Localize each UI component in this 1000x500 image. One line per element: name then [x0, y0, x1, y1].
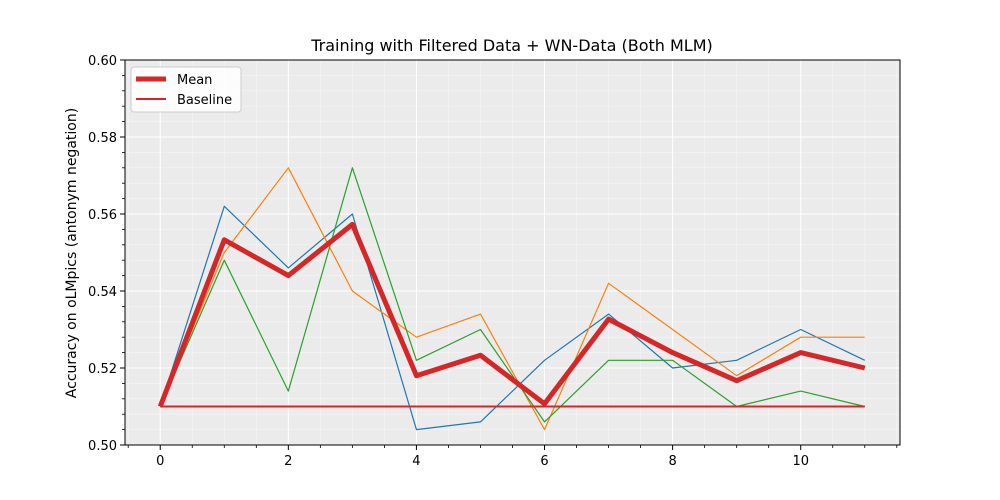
y-tick-label: 0.50 — [88, 439, 117, 454]
series-line-run-3 — [159, 167, 865, 423]
y-tick-label: 0.56 — [88, 208, 117, 223]
grid — [125, 59, 900, 446]
y-tick-label: 0.52 — [88, 362, 117, 377]
x-tick-label: 10 — [792, 454, 809, 469]
chart-title: Training with Filtered Data + WN-Data (B… — [310, 36, 713, 55]
y-tick-label: 0.60 — [88, 54, 117, 69]
x-tick-label: 4 — [412, 454, 420, 469]
legend-label-baseline: Baseline — [177, 93, 232, 108]
x-tick-label: 8 — [668, 454, 676, 469]
y-tick-label: 0.58 — [88, 131, 117, 146]
x-tick-label: 2 — [284, 454, 292, 469]
y-axis-title: Accuracy on oLMpics (antonym negation) — [64, 108, 80, 398]
legend: Mean Baseline — [130, 66, 242, 113]
legend-label-mean: Mean — [177, 73, 212, 88]
series-line-mean — [157, 221, 866, 408]
x-tick-label: 0 — [156, 454, 164, 469]
x-tick-label: 6 — [540, 454, 548, 469]
series-layer — [157, 167, 866, 431]
axes: 0 2 4 6 8 10 0.50 0.52 0.54 0.56 0.58 0.60 — [88, 54, 898, 469]
series-line-run-2 — [159, 167, 865, 431]
y-tick-label: 0.54 — [88, 285, 117, 300]
series-line-run-1 — [159, 205, 866, 431]
